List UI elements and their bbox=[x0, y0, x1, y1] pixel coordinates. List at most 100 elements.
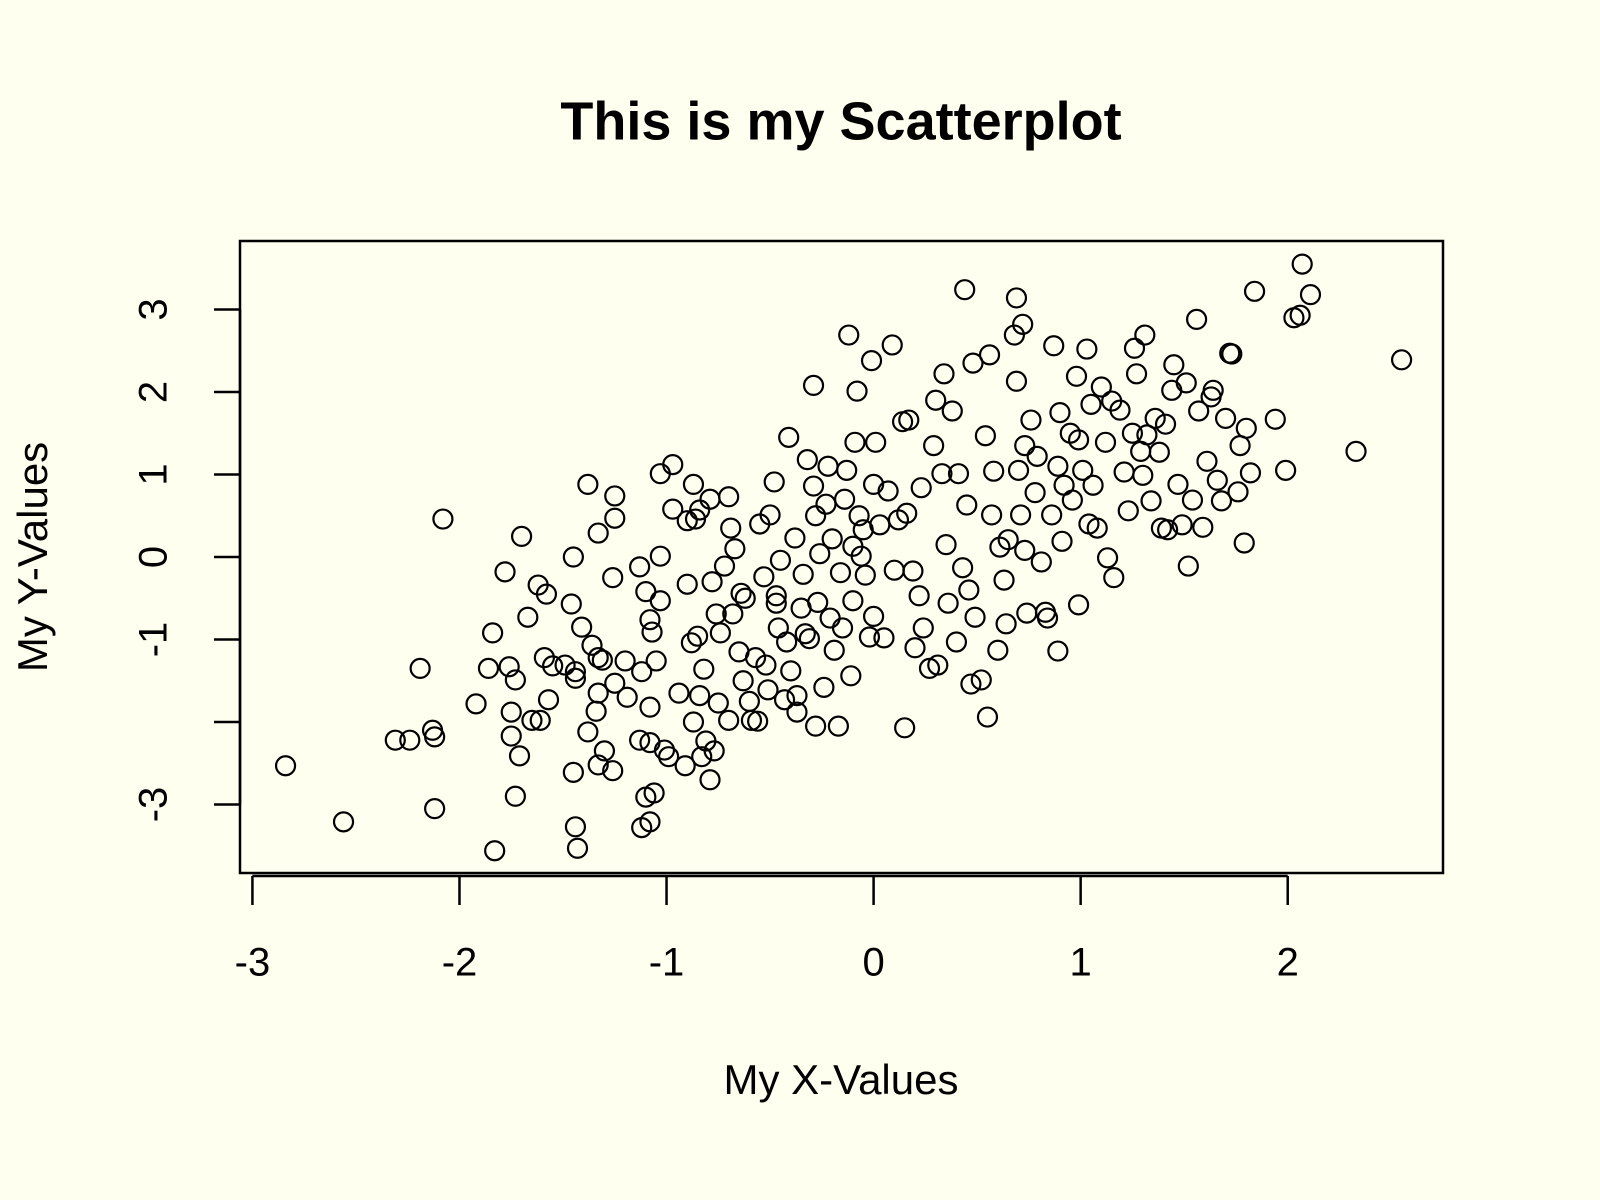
point bbox=[823, 639, 845, 661]
point bbox=[753, 566, 775, 588]
point bbox=[792, 563, 814, 585]
point bbox=[912, 617, 934, 639]
point bbox=[709, 622, 731, 644]
point bbox=[542, 655, 564, 677]
point bbox=[718, 486, 740, 508]
point bbox=[1103, 567, 1125, 589]
point bbox=[844, 431, 866, 453]
point bbox=[734, 587, 756, 609]
point bbox=[564, 667, 587, 689]
point bbox=[432, 508, 454, 530]
point bbox=[860, 350, 883, 372]
point bbox=[668, 682, 690, 704]
point bbox=[649, 545, 671, 567]
point bbox=[995, 613, 1017, 635]
point bbox=[740, 709, 763, 731]
point bbox=[587, 754, 609, 776]
point bbox=[1148, 441, 1170, 463]
point bbox=[848, 505, 870, 527]
point bbox=[945, 631, 968, 653]
point bbox=[614, 650, 636, 672]
point bbox=[593, 740, 616, 762]
point bbox=[1125, 363, 1148, 385]
point bbox=[896, 502, 918, 524]
point bbox=[1067, 594, 1090, 616]
point bbox=[846, 380, 868, 402]
point bbox=[765, 585, 787, 607]
point bbox=[1109, 399, 1131, 421]
y-tick-label: 3 bbox=[132, 298, 176, 320]
point bbox=[902, 560, 924, 582]
point bbox=[784, 527, 806, 549]
point bbox=[964, 606, 986, 628]
point bbox=[504, 785, 526, 807]
point bbox=[1264, 408, 1286, 430]
point bbox=[1235, 417, 1257, 439]
point bbox=[821, 528, 843, 550]
y-tick-label: 1 bbox=[132, 463, 176, 485]
point bbox=[602, 760, 624, 782]
point bbox=[981, 504, 1003, 526]
point bbox=[535, 583, 558, 605]
point bbox=[1005, 370, 1028, 392]
point bbox=[1154, 413, 1177, 435]
point bbox=[680, 632, 702, 654]
point bbox=[521, 709, 543, 731]
point bbox=[813, 676, 835, 698]
y-tick-label: -1 bbox=[132, 622, 176, 658]
point bbox=[908, 585, 930, 607]
point bbox=[1221, 343, 1243, 365]
point bbox=[604, 672, 626, 694]
point bbox=[862, 605, 885, 628]
point bbox=[645, 650, 667, 672]
point bbox=[699, 769, 721, 791]
y-tick-label: 0 bbox=[132, 546, 176, 568]
point bbox=[674, 755, 696, 777]
point bbox=[332, 811, 355, 833]
point bbox=[865, 431, 887, 453]
point bbox=[500, 701, 522, 723]
point bbox=[682, 711, 705, 733]
point bbox=[732, 670, 754, 692]
point bbox=[1005, 287, 1028, 309]
point bbox=[954, 279, 976, 301]
point bbox=[562, 761, 584, 783]
point bbox=[641, 621, 663, 643]
point bbox=[1202, 379, 1224, 401]
point bbox=[529, 709, 551, 731]
chart-title: This is my Scatterplot bbox=[560, 91, 1121, 151]
point bbox=[1291, 253, 1313, 275]
point bbox=[978, 344, 1001, 366]
point bbox=[649, 590, 671, 612]
point bbox=[604, 485, 626, 507]
point bbox=[1012, 313, 1034, 335]
point bbox=[877, 480, 899, 502]
point bbox=[927, 654, 949, 676]
point bbox=[1243, 280, 1266, 302]
point bbox=[974, 425, 997, 447]
point bbox=[508, 745, 531, 767]
point bbox=[1144, 407, 1166, 429]
point bbox=[794, 623, 816, 645]
point bbox=[802, 475, 825, 497]
point bbox=[1014, 435, 1036, 457]
point bbox=[805, 715, 827, 737]
point bbox=[1049, 402, 1071, 424]
x-tick-label: -1 bbox=[649, 941, 685, 985]
point bbox=[1020, 409, 1042, 431]
point bbox=[562, 546, 584, 568]
point bbox=[773, 689, 796, 711]
y-axis-title: My Y-Values bbox=[9, 442, 56, 672]
point bbox=[1214, 407, 1237, 429]
point bbox=[1171, 514, 1193, 536]
point bbox=[827, 715, 849, 737]
point bbox=[796, 449, 818, 471]
point bbox=[1233, 532, 1255, 554]
point bbox=[658, 746, 680, 768]
point bbox=[933, 363, 955, 385]
y-tick-label: -3 bbox=[132, 787, 176, 823]
point bbox=[987, 639, 1009, 661]
point bbox=[1299, 284, 1322, 306]
x-axis-title: My X-Values bbox=[724, 1056, 959, 1103]
